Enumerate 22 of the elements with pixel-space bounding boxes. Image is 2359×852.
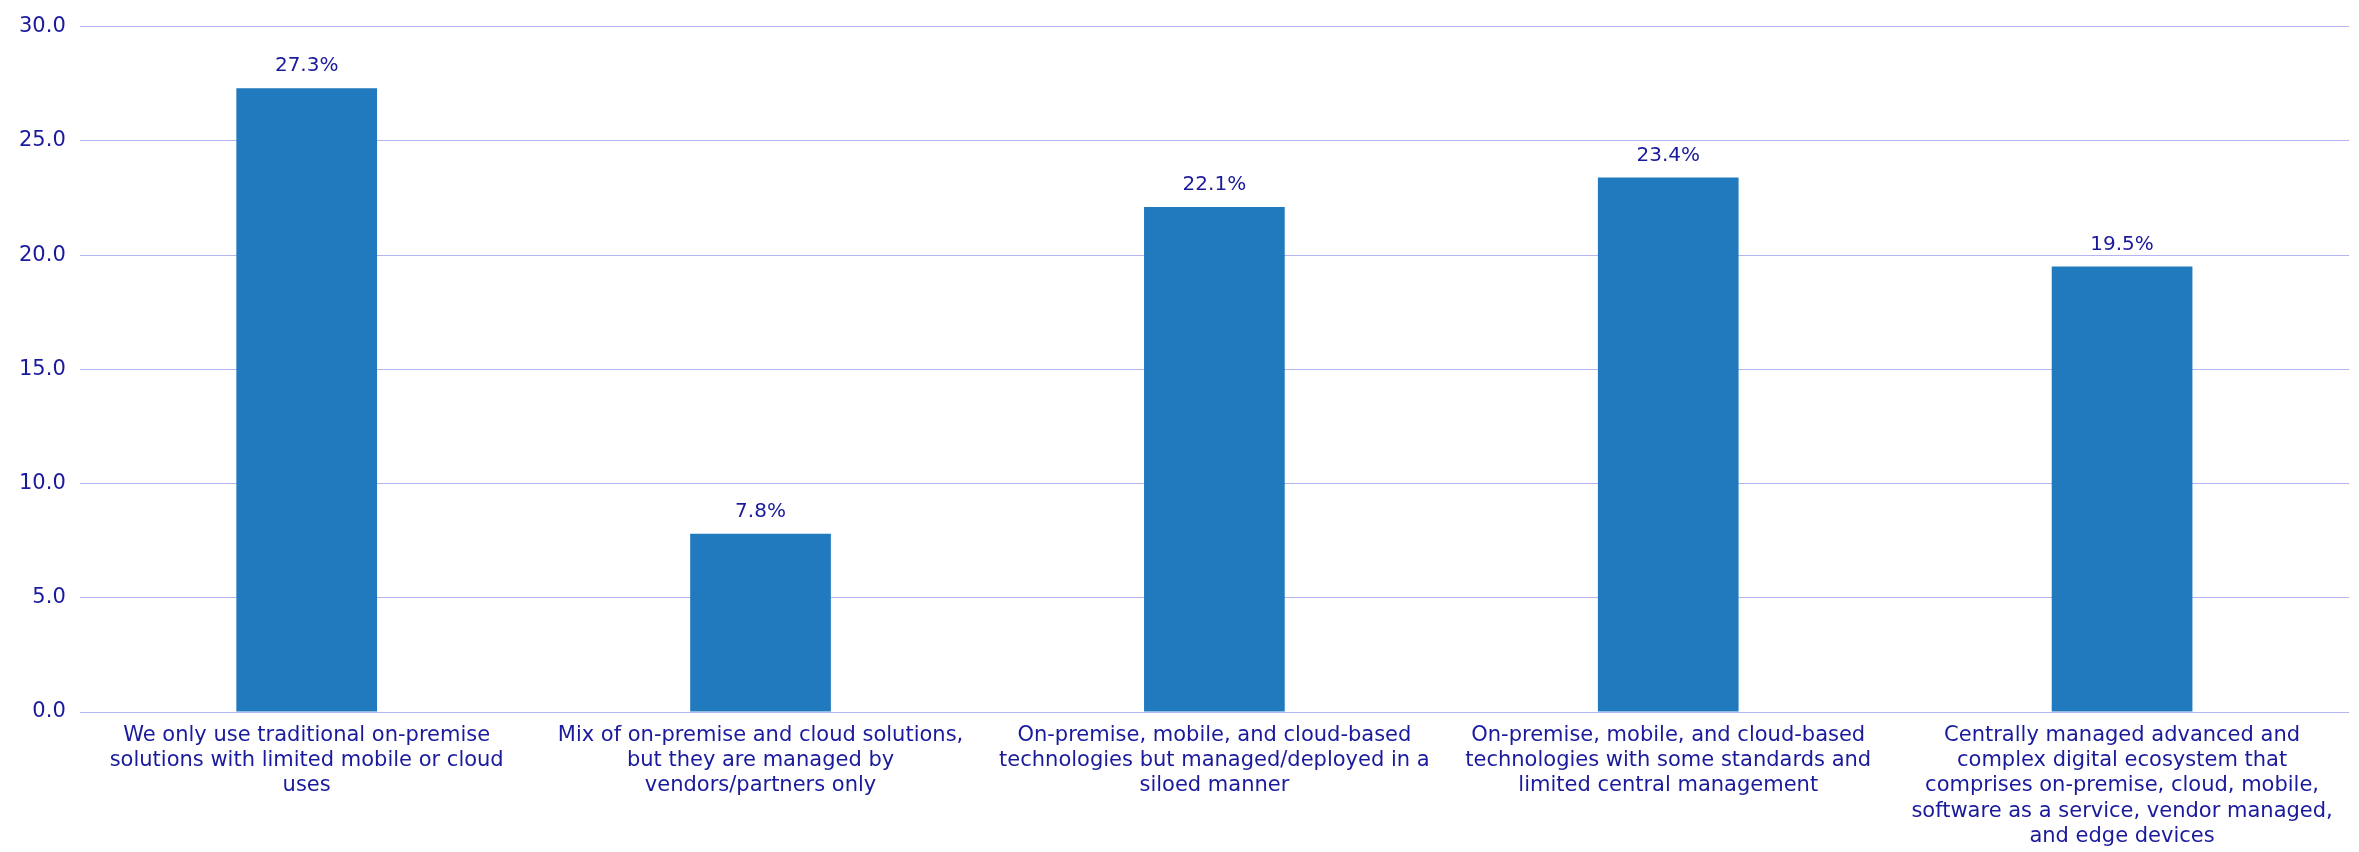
y-tick-label: 10.0 <box>18 469 66 494</box>
data-label: 27.3% <box>274 52 339 77</box>
y-tick-label: 0.0 <box>32 698 66 723</box>
y-tick-label: 5.0 <box>32 584 66 609</box>
x-tick-label: We only use traditional on-premise solutions with limited mobile or cloud uses <box>109 722 504 797</box>
y-tick-label: 30.0 <box>18 13 66 38</box>
x-tick-label: Centrally managed advanced and complex digital ecosystem that comprises on-premise, cloud, mobile, software as a service, vendor managed, and edge devices <box>1911 722 2333 847</box>
x-tick-label: Mix of on-premise and cloud solutions, but they are managed by vendors/partners only <box>557 722 964 797</box>
y-tick-label: 25.0 <box>18 127 66 152</box>
data-label: 19.5% <box>2090 230 2154 255</box>
data-label: 22.1% <box>1182 171 1247 196</box>
x-tick-label: On-premise, mobile, and cloud-based technologies but managed/deployed in a siloed manner <box>999 722 1430 797</box>
bar <box>1144 207 1285 712</box>
bar <box>2051 266 2193 712</box>
bar <box>236 88 378 712</box>
y-tick-label: 20.0 <box>18 241 66 266</box>
y-tick-label: 15.0 <box>18 355 66 380</box>
x-tick-label: On-premise, mobile, and cloud-based technologies with some standards and limited central management <box>1465 722 1872 797</box>
bar <box>1597 177 1739 712</box>
bar <box>690 533 831 712</box>
data-label: 7.8% <box>735 498 786 522</box>
data-label: 23.4% <box>1636 141 1700 166</box>
